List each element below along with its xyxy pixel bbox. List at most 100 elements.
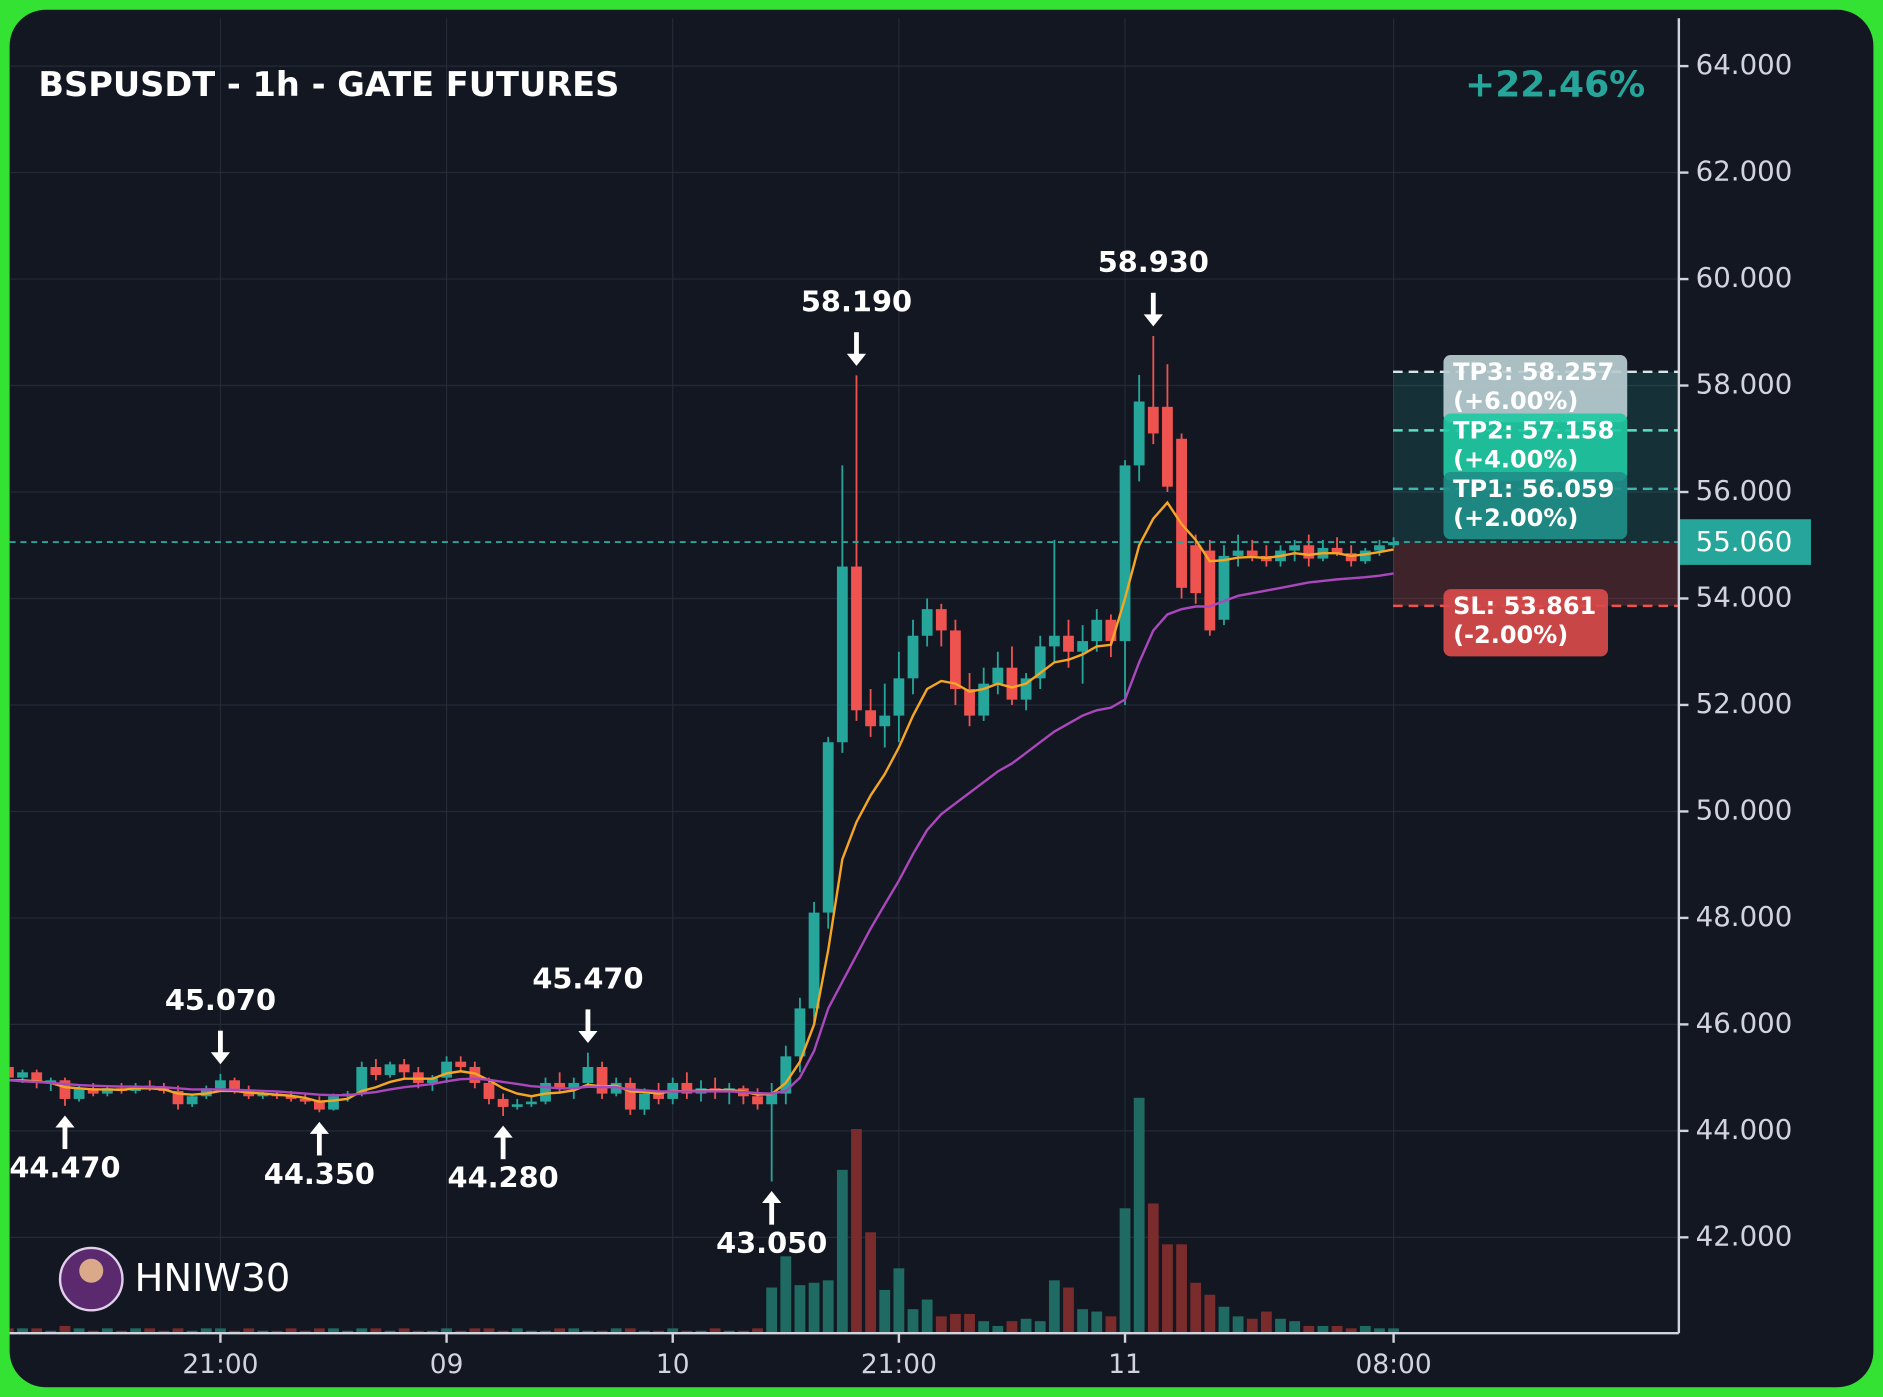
candle-body [31,1072,43,1083]
candle-body [992,667,1004,684]
level-box [1443,472,1628,540]
volume-bar [1133,1097,1145,1334]
candle-body [1020,678,1032,700]
candle-body [87,1088,99,1094]
candle-body [1374,545,1385,551]
candle-body [808,912,820,1009]
last-price-tag [1678,519,1811,565]
watermark: HNIW30 [58,1246,291,1312]
volume-bar [950,1313,961,1334]
candle-body [1190,545,1202,594]
candle-body [1048,635,1060,647]
candle-body [950,630,961,689]
y-tick-label: 54.000 [1696,580,1793,613]
x-tick-label: 08:00 [1356,1349,1432,1380]
candle-body [1303,545,1315,559]
candle-body [596,1066,608,1094]
volume-bar [1190,1282,1202,1334]
level-label: TP1: 56.059 [1453,475,1614,503]
volume-bar [1006,1321,1018,1334]
volume-bar [624,1328,636,1334]
candle-body [1034,646,1046,679]
candle-body [469,1066,481,1083]
candle-body [186,1096,198,1105]
volume-bar [1091,1311,1103,1334]
candle-body [1133,401,1145,466]
watermark-text: HNIW30 [135,1256,291,1301]
volume-bar [1303,1325,1315,1334]
arrow-head [846,353,867,366]
candle-body [653,1093,664,1099]
arrow-head [210,1052,231,1065]
candle-body [257,1093,269,1097]
candle-body [865,710,877,727]
volume-bar [215,1328,226,1334]
candle-body [822,742,834,913]
level-change: (+6.00%) [1453,387,1578,415]
y-tick-label: 46.000 [1696,1006,1793,1039]
volume-bar [172,1328,184,1334]
candle-body [964,688,975,716]
volume-bar [1317,1325,1329,1334]
volume-bar [511,1328,523,1334]
x-tick-label: 21:00 [182,1349,258,1380]
candle-body [639,1093,650,1110]
level-change: (+2.00%) [1453,504,1578,532]
candle-body [568,1082,580,1089]
volume-bar [907,1309,919,1334]
candle-body [851,566,862,711]
candle-body [328,1096,339,1110]
volume-bar [1331,1325,1343,1334]
candle-body [794,1008,806,1057]
volume-bar [808,1282,820,1334]
volume-bar [1063,1287,1074,1334]
level-change: (-2.00%) [1453,621,1568,649]
y-tick-label: 62.000 [1696,155,1793,188]
volume-bar [836,1169,848,1334]
extreme-label: 45.470 [532,962,643,996]
volume-bar [1105,1316,1117,1334]
candle-body [441,1061,452,1078]
volume-bar [200,1328,212,1334]
extreme-label: 45.070 [165,983,276,1017]
candle-body [1289,545,1301,551]
volume-bar [1260,1311,1272,1334]
volume-bar [610,1328,622,1334]
volume-bar [1048,1280,1060,1334]
candle-body [1091,619,1103,642]
candle-body [582,1066,594,1083]
y-tick-label: 60.000 [1696,261,1793,294]
candle-body [1218,555,1230,620]
grid [9,18,1679,1334]
candle-body [299,1098,311,1102]
candle-body [455,1061,467,1067]
candle-body [1176,438,1187,588]
volume-bar [1218,1306,1230,1334]
volume-bar [130,1328,142,1334]
volume-bar [17,1328,28,1334]
arrow-head [762,1191,782,1204]
x-tick-label: 09 [430,1349,464,1380]
plot [9,336,1399,1182]
candle-body [921,609,933,636]
level-box [1443,355,1628,423]
volume-bar [328,1328,339,1334]
volume-bar [356,1328,368,1334]
candle-body [511,1104,523,1107]
volume-bar [1289,1321,1301,1334]
volume-bar [1275,1318,1286,1334]
volume-bar [780,1256,792,1334]
x-tick-label: 11 [1108,1349,1142,1380]
volume-bar [441,1328,452,1334]
candle-body [313,1101,325,1110]
volume-bar [1246,1318,1258,1334]
extreme-label: 44.350 [264,1157,375,1191]
volume-bar [935,1316,947,1334]
candle-body [398,1064,410,1073]
candle-body [766,1093,778,1105]
arrow-head [55,1115,75,1128]
volume-bar [667,1328,679,1334]
candle-body [624,1082,636,1110]
